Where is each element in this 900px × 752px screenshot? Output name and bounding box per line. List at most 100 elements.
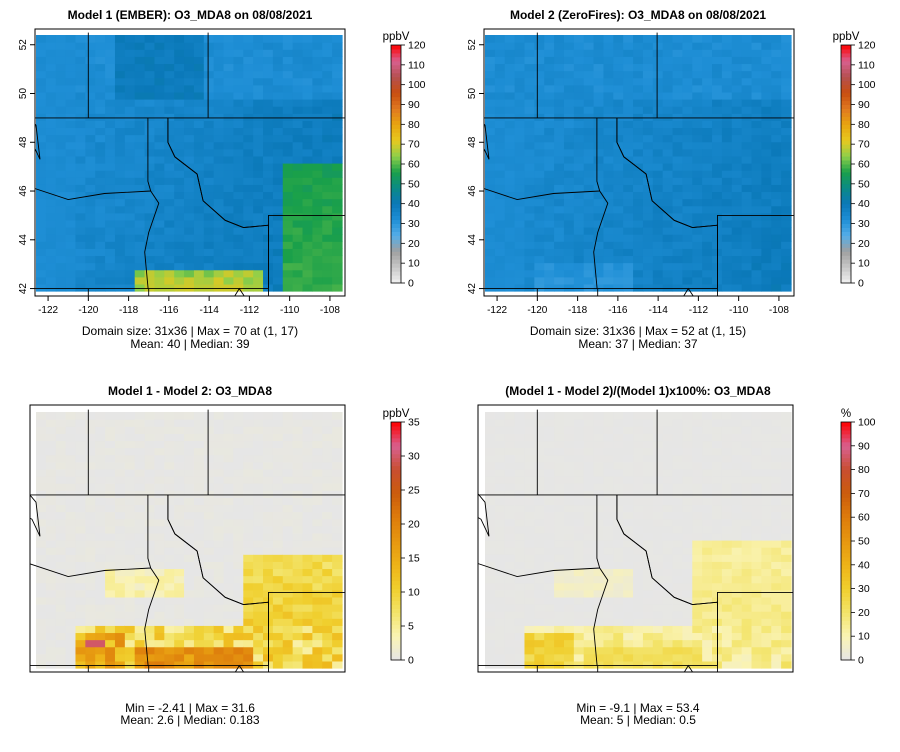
heatmap-cell [593,227,605,235]
heatmap-cell [603,461,614,470]
heatmap-cell [36,56,47,65]
heatmap-cell [514,248,526,257]
heatmap-cell [573,255,585,264]
heatmap-cell [603,184,614,193]
heatmap-cell [45,447,57,456]
heatmap-cell [662,625,674,634]
colorbar-cell [841,477,851,482]
heatmap-cell [494,582,506,591]
heatmap-cell [263,540,274,548]
heatmap-cell [55,547,67,555]
heatmap-cell [573,241,585,249]
heatmap-cell [652,618,664,626]
heatmap-cell [712,170,723,178]
heatmap-cell [623,248,634,257]
heatmap-cell [544,120,555,129]
colorbar-units: ppbV [833,31,860,43]
heatmap-cell [36,532,47,541]
heatmap-cell [95,440,106,449]
heatmap-cell [662,227,674,235]
heatmap-cell [702,248,713,257]
heatmap-cell [741,561,753,570]
heatmap-cell [233,518,244,527]
heatmap-cell [652,35,664,43]
heatmap-cell [741,532,753,541]
heatmap-cell [75,212,86,221]
heatmap-cell [563,241,575,249]
state-border [717,214,794,226]
heatmap-cell [633,205,644,214]
heatmap-cell [263,497,274,506]
heatmap-cell [154,99,165,107]
heatmap-cell [292,35,304,43]
heatmap-cell [603,127,614,136]
heatmap-cell [593,625,605,634]
heatmap-cell [524,419,535,427]
heatmap-cell [573,163,585,171]
heatmap-cell [771,191,782,200]
heatmap-cell [593,653,605,662]
x-tick-label: -112 [689,305,709,316]
colorbar-cell [391,76,401,82]
heatmap-cell [213,632,225,641]
heatmap-cell [692,248,703,257]
heatmap-cell [642,596,654,605]
heatmap-cell [75,653,86,662]
heatmap-cell [494,568,506,577]
heatmap-cell [652,269,664,278]
colorbar-cell [841,100,851,105]
heatmap-cell [322,219,333,228]
heatmap-cell [524,646,535,655]
heatmap-cell [332,120,343,129]
heatmap-cell [721,262,733,271]
heatmap-cell [193,269,205,278]
heatmap-cell [524,205,535,214]
heatmap-cell [95,426,106,434]
heatmap-cell [213,532,225,541]
heatmap-cell [593,191,605,200]
heatmap-cell [573,227,585,235]
heatmap-cell [662,205,674,214]
heatmap-cell [282,660,294,669]
heatmap-cell [302,248,313,257]
heatmap-cell [613,170,624,178]
heatmap-cell [85,504,96,513]
heatmap-cell [223,518,235,527]
heatmap-cell [203,184,215,193]
heatmap-cell [514,540,526,548]
heatmap-cell [712,99,723,107]
heatmap-cell [263,127,274,136]
heatmap-cell [554,490,565,498]
heatmap-cell [184,497,195,506]
heatmap-cell [721,454,733,463]
colorbar-cell [841,76,851,82]
heatmap-cell [45,70,57,79]
heatmap-cell [203,476,215,484]
colorbar-cell [841,148,851,153]
heatmap-cell [233,191,244,200]
heatmap-cell [761,490,772,498]
heatmap-cell [55,639,67,648]
heatmap-cell [154,554,165,562]
heatmap-cell [692,148,703,157]
heatmap-cell [174,127,185,136]
heatmap-cell [243,212,254,221]
heatmap-cell [124,454,136,463]
heatmap-cell [771,163,782,171]
heatmap-cell [134,219,146,228]
heatmap-cell [613,618,624,626]
heatmap-cell [302,106,313,114]
heatmap-cell [593,205,605,214]
heatmap-cell [573,646,585,655]
heatmap-cell [302,241,313,249]
heatmap-cell [524,618,535,626]
heatmap-cell [134,84,146,93]
heatmap-cell [292,177,304,185]
heatmap-cell [514,77,526,86]
heatmap-cell [272,35,284,43]
heatmap-cell [223,433,235,442]
heatmap-cell [105,632,116,641]
heatmap-cell [672,611,684,619]
heatmap-cell [504,646,516,655]
heatmap-cell [544,177,555,185]
